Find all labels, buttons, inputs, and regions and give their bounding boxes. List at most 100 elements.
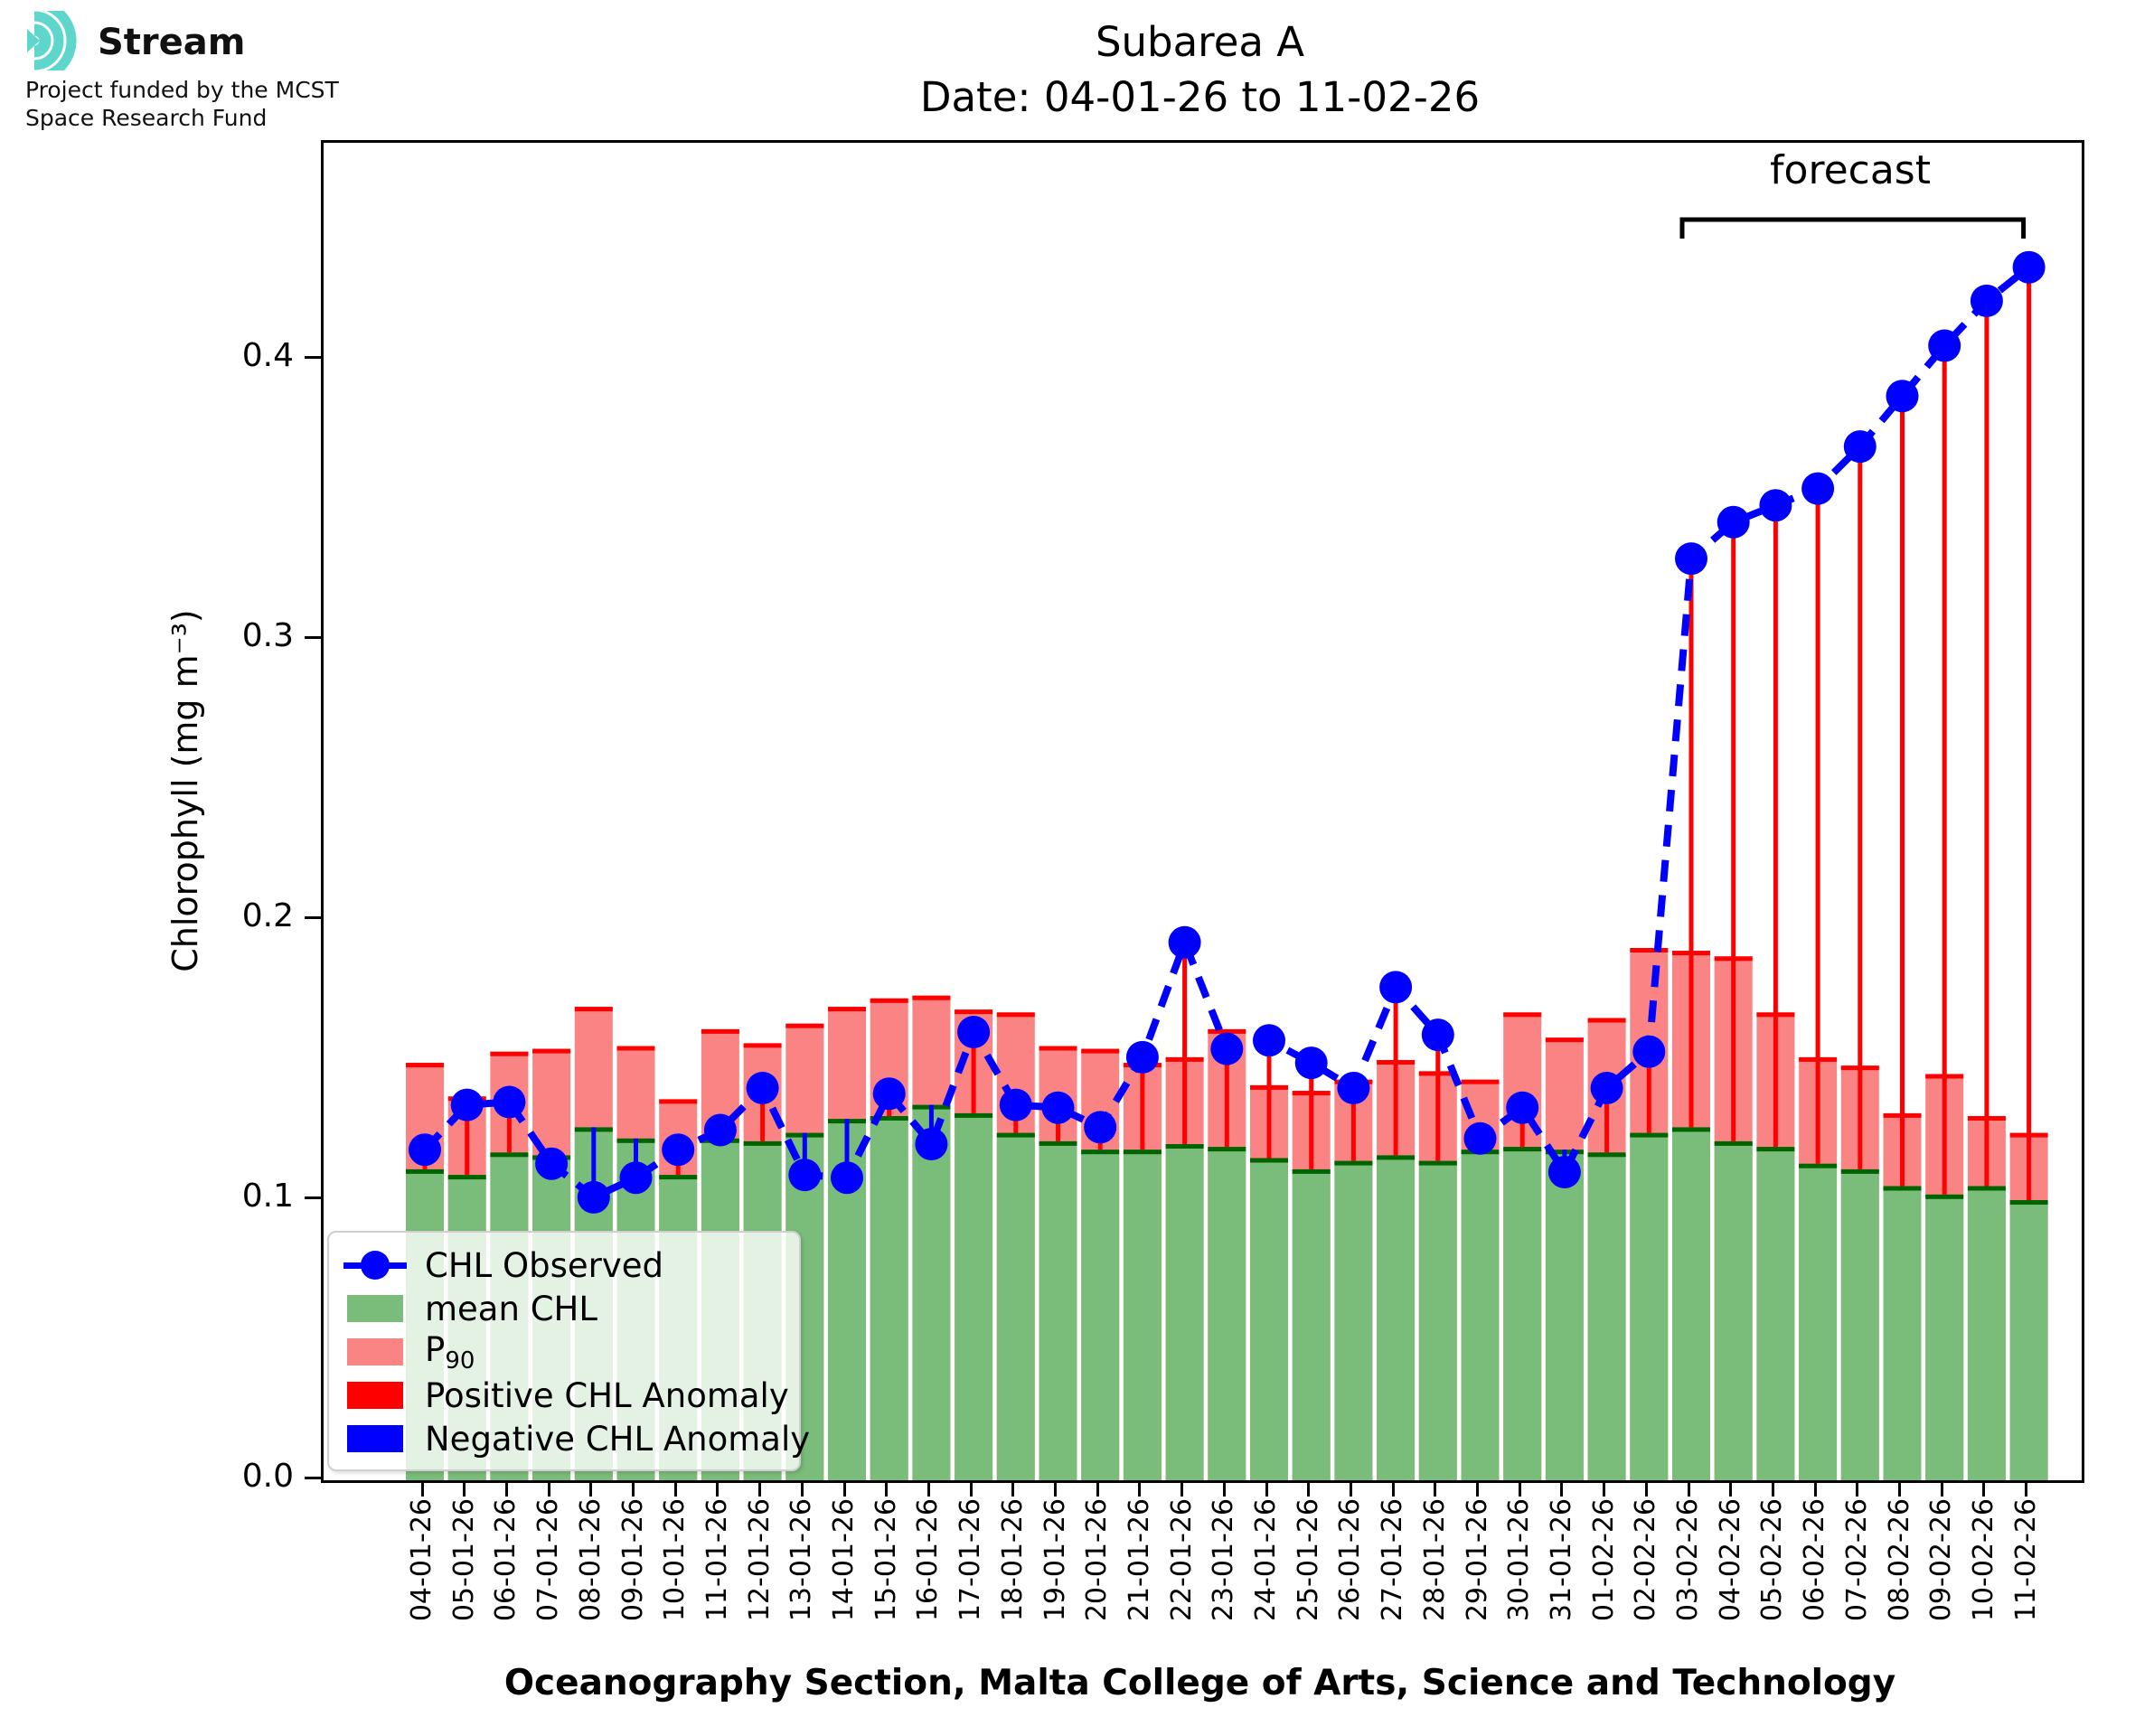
bar-mean — [1630, 1132, 1669, 1480]
x-axis-tick — [1644, 1480, 1648, 1497]
x-axis-tick-label: 16-01-26 — [912, 1498, 945, 1622]
x-axis-tick-label: 10-01-26 — [659, 1498, 691, 1622]
x-axis-tick — [927, 1480, 930, 1497]
x-axis-tick-label: 08-01-26 — [574, 1498, 607, 1622]
bar-mean — [1587, 1152, 1626, 1480]
x-axis-tick-label: 11-02-26 — [2009, 1498, 2042, 1622]
positive-anomaly-line — [1435, 1035, 1441, 1161]
x-axis-tick-label: 31-01-26 — [1545, 1498, 1577, 1622]
negative-anomaly-line — [634, 1138, 638, 1178]
x-axis-tick-label: 12-01-26 — [743, 1498, 776, 1622]
tagline-line2: Space Research Fund — [25, 105, 268, 131]
x-axis-tick — [1307, 1480, 1311, 1497]
mean-chl-swatch — [343, 1290, 407, 1327]
observed-dot — [999, 1088, 1032, 1121]
positive-anomaly-line — [1858, 446, 1863, 1169]
x-axis-tick — [1138, 1480, 1142, 1497]
x-axis-tick — [1982, 1480, 1986, 1497]
bar-mean — [912, 1104, 951, 1480]
x-axis-tick — [420, 1480, 424, 1497]
forecast-bracket — [1679, 217, 2027, 239]
x-axis-tick-label: 10-02-26 — [1967, 1498, 1999, 1622]
bar-mean — [1545, 1150, 1584, 1480]
observed-dot — [1590, 1072, 1623, 1104]
bar-mean — [1756, 1147, 1795, 1480]
bar-mean-cap — [406, 1168, 444, 1174]
bar-mean-cap — [1250, 1158, 1288, 1163]
x-axis-tick-label: 27-01-26 — [1377, 1498, 1409, 1622]
y-axis-tick — [305, 356, 321, 359]
bar-p90-cap — [743, 1043, 782, 1048]
bar-mean — [1039, 1140, 1077, 1480]
observed-dot — [915, 1128, 948, 1160]
bar-mean — [1208, 1147, 1246, 1480]
observed-dot — [831, 1161, 863, 1195]
x-axis-tick-label: 28-01-26 — [1418, 1498, 1451, 1622]
bar-p90-cap — [955, 1009, 993, 1015]
observed-dot — [1759, 489, 1792, 522]
x-axis-tick — [632, 1480, 635, 1497]
x-axis-tick — [1434, 1480, 1437, 1497]
x-axis-tick — [1349, 1480, 1352, 1497]
x-axis-tick-label: 18-01-26 — [996, 1498, 1029, 1622]
x-axis-tick-label: 08-02-26 — [1883, 1498, 1915, 1622]
x-axis-tick — [1729, 1480, 1733, 1497]
bar-p90-cap — [1208, 1028, 1246, 1034]
y-axis-tick — [305, 1477, 321, 1479]
positive-anomaly-swatch — [343, 1377, 407, 1413]
x-axis-tick — [1265, 1480, 1268, 1497]
x-axis-tick-label: 15-01-26 — [870, 1498, 902, 1622]
x-axis-tick — [1687, 1480, 1690, 1497]
bar-mean-cap — [1503, 1147, 1542, 1152]
x-axis-tick — [1771, 1480, 1774, 1497]
negative-anomaly-line — [591, 1127, 597, 1197]
observed-dot — [746, 1072, 779, 1104]
bar-p90-cap — [912, 995, 951, 1000]
observed-dot — [1970, 284, 2003, 317]
bar-mean — [1883, 1186, 1922, 1480]
x-axis-tick — [463, 1480, 466, 1497]
logo-tagline: Project funded by the MCST Space Researc… — [25, 76, 339, 132]
observed-dot — [1928, 329, 1961, 362]
bar-mean-cap — [743, 1140, 782, 1146]
y-axis-tick-label: 0.2 — [241, 897, 294, 934]
bar-mean — [1967, 1186, 2006, 1480]
bar-mean-cap — [1587, 1152, 1626, 1158]
x-axis-tick — [1940, 1480, 1943, 1497]
legend: CHL Observed mean CHL P90 Positive CHL A… — [327, 1231, 810, 1471]
observed-dot — [409, 1133, 441, 1167]
positive-anomaly-line — [1984, 300, 1989, 1187]
bar-mean-cap — [1925, 1194, 1964, 1199]
positive-anomaly-line — [1056, 1107, 1060, 1141]
x-axis-tick-label: 13-01-26 — [785, 1498, 818, 1622]
bar-mean-cap — [1039, 1140, 1077, 1146]
bar-mean-cap — [1208, 1147, 1246, 1152]
x-axis-tick-label: 24-01-26 — [1250, 1498, 1282, 1622]
bar-p90-cap — [996, 1012, 1035, 1018]
x-axis-tick — [1856, 1480, 1859, 1497]
observed-dot — [662, 1133, 695, 1167]
observed-dot — [1337, 1072, 1370, 1104]
x-axis-tick-label: 23-01-26 — [1208, 1498, 1240, 1622]
x-axis-tick — [504, 1480, 508, 1497]
x-axis-tick-label: 09-01-26 — [616, 1498, 649, 1622]
x-axis-tick-label: 03-02-26 — [1672, 1498, 1704, 1622]
bar-p90-cap — [406, 1063, 444, 1068]
x-axis-tick-label: 01-02-26 — [1587, 1498, 1620, 1622]
bar-p90-cap — [1630, 948, 1669, 952]
bar-p90-cap — [659, 1099, 698, 1104]
observed-dot — [1506, 1091, 1539, 1124]
x-axis-tick — [1096, 1480, 1099, 1497]
x-axis-tick-label: 02-02-26 — [1630, 1498, 1662, 1622]
bar-mean — [955, 1112, 993, 1480]
x-axis-tick-label: 05-02-26 — [1756, 1498, 1789, 1622]
forecast-annotation-label: forecast — [1770, 147, 1931, 193]
observed-dot — [1717, 505, 1750, 539]
bar-p90-cap — [490, 1051, 529, 1056]
legend-row-observed: CHL Observed — [343, 1243, 799, 1287]
x-axis-tick — [842, 1480, 846, 1497]
y-axis-tick-label: 0.0 — [241, 1458, 294, 1495]
x-axis-tick — [1391, 1480, 1395, 1497]
bar-p90-cap — [1587, 1018, 1626, 1023]
observed-dot — [535, 1147, 569, 1180]
